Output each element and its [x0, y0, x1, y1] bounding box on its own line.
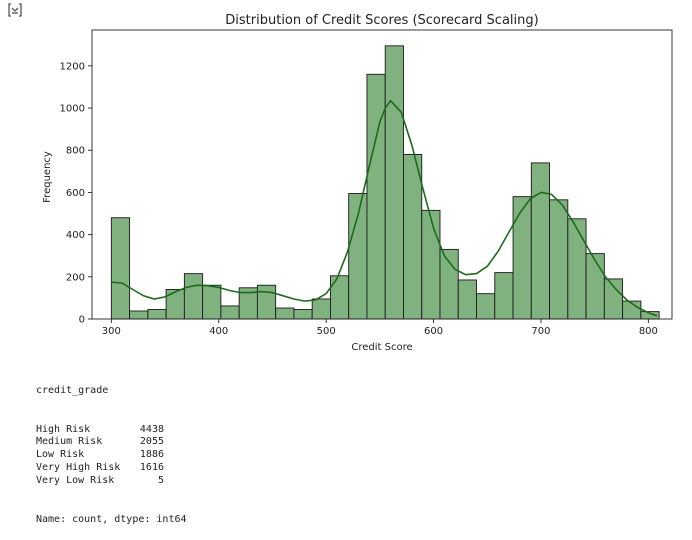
grade-count: 1886 — [139, 449, 164, 461]
histogram-bar — [256, 284, 277, 320]
output-gutter — [0, 0, 30, 454]
grade-count: 1616 — [139, 462, 164, 474]
list-item: Very Low Risk 5 — [36, 475, 436, 488]
histogram-bar — [530, 162, 551, 320]
y-tick-label: 800 — [66, 146, 85, 157]
x-tick-label: 300 — [102, 326, 121, 337]
chart-figure: Distribution of Credit Scores (Scorecard… — [30, 0, 692, 356]
grade-count: 4438 — [139, 423, 164, 435]
grade-label: Very Low Risk — [36, 475, 115, 487]
y-axis: 0 200 400 600 800 1000 1200 — [60, 61, 92, 326]
y-tick-label: 1000 — [60, 104, 85, 115]
list-item: Very High Risk 1616 — [36, 462, 436, 475]
histogram-bar — [110, 217, 131, 320]
grade-label: High Risk — [36, 423, 91, 435]
x-tick-label: 600 — [424, 326, 443, 337]
histogram-bar — [421, 209, 441, 320]
histogram-bar — [494, 272, 514, 320]
histogram-bar — [457, 279, 477, 320]
histogram-bar — [202, 284, 222, 320]
histogram-bar — [512, 196, 532, 320]
x-tick-label: 700 — [531, 326, 550, 337]
list-item: Low Risk 1886 — [36, 449, 436, 462]
y-axis-label: Frequency — [42, 151, 53, 203]
plot-frame — [91, 29, 673, 320]
x-tick-label: 800 — [639, 326, 658, 337]
grade-label: Medium Risk — [36, 436, 103, 448]
histogram-bar — [366, 73, 386, 320]
histogram-bar — [549, 199, 569, 320]
chart-title: Distribution of Credit Scores (Scorecard… — [225, 13, 538, 28]
histogram-bar — [220, 305, 240, 320]
grade-label: Very High Risk — [36, 462, 121, 474]
grade-count: 5 — [157, 475, 164, 487]
histogram-bar — [567, 218, 587, 320]
y-tick-label: 400 — [66, 230, 85, 241]
cell-text-output: credit_grade High Risk 4438 Medium Risk 205… — [36, 359, 436, 540]
value-counts-list: High Risk 4438 Medium Risk 2055 Low Risk 1886… — [36, 424, 436, 488]
list-item: Medium Risk 2055 — [36, 436, 436, 449]
histogram-bar — [585, 253, 605, 320]
histogram-bar — [183, 273, 204, 320]
histogram-bar — [403, 154, 423, 320]
output-toggle-icon[interactable] — [8, 3, 22, 17]
histogram-bar — [384, 45, 404, 320]
x-tick-label: 500 — [317, 326, 336, 337]
grade-count: 2055 — [139, 436, 164, 448]
y-tick-label: 600 — [66, 188, 85, 199]
y-tick-label: 0 — [79, 315, 85, 326]
histogram-bar — [165, 289, 185, 320]
histogram-bar — [603, 278, 624, 320]
x-axis-label: Credit Score — [351, 342, 412, 353]
histogram-bar — [311, 298, 331, 320]
histogram-chart: Distribution of Credit Scores (Scorecard… — [42, 13, 673, 353]
y-tick-label: 1200 — [60, 61, 85, 72]
histogram-bar — [275, 307, 295, 320]
grade-label: Low Risk — [36, 449, 85, 461]
list-item: High Risk 4438 — [36, 424, 436, 437]
histogram-bar — [439, 248, 459, 320]
x-axis: 300 400 500 600 700 800 — [102, 319, 658, 337]
kde-curve — [111, 99, 658, 317]
y-tick-label: 200 — [66, 272, 85, 283]
series-name: credit_grade — [36, 384, 109, 396]
histogram-bar — [348, 193, 368, 320]
histogram-bar — [129, 310, 149, 320]
histogram-bar — [147, 309, 167, 320]
histogram-bar — [329, 275, 350, 320]
histogram-bar — [476, 293, 496, 320]
bar-group — [110, 45, 660, 320]
series-footer: Name: count, dtype: int64 — [36, 513, 187, 525]
x-tick-label: 400 — [209, 326, 228, 337]
histogram-bar — [293, 309, 313, 320]
